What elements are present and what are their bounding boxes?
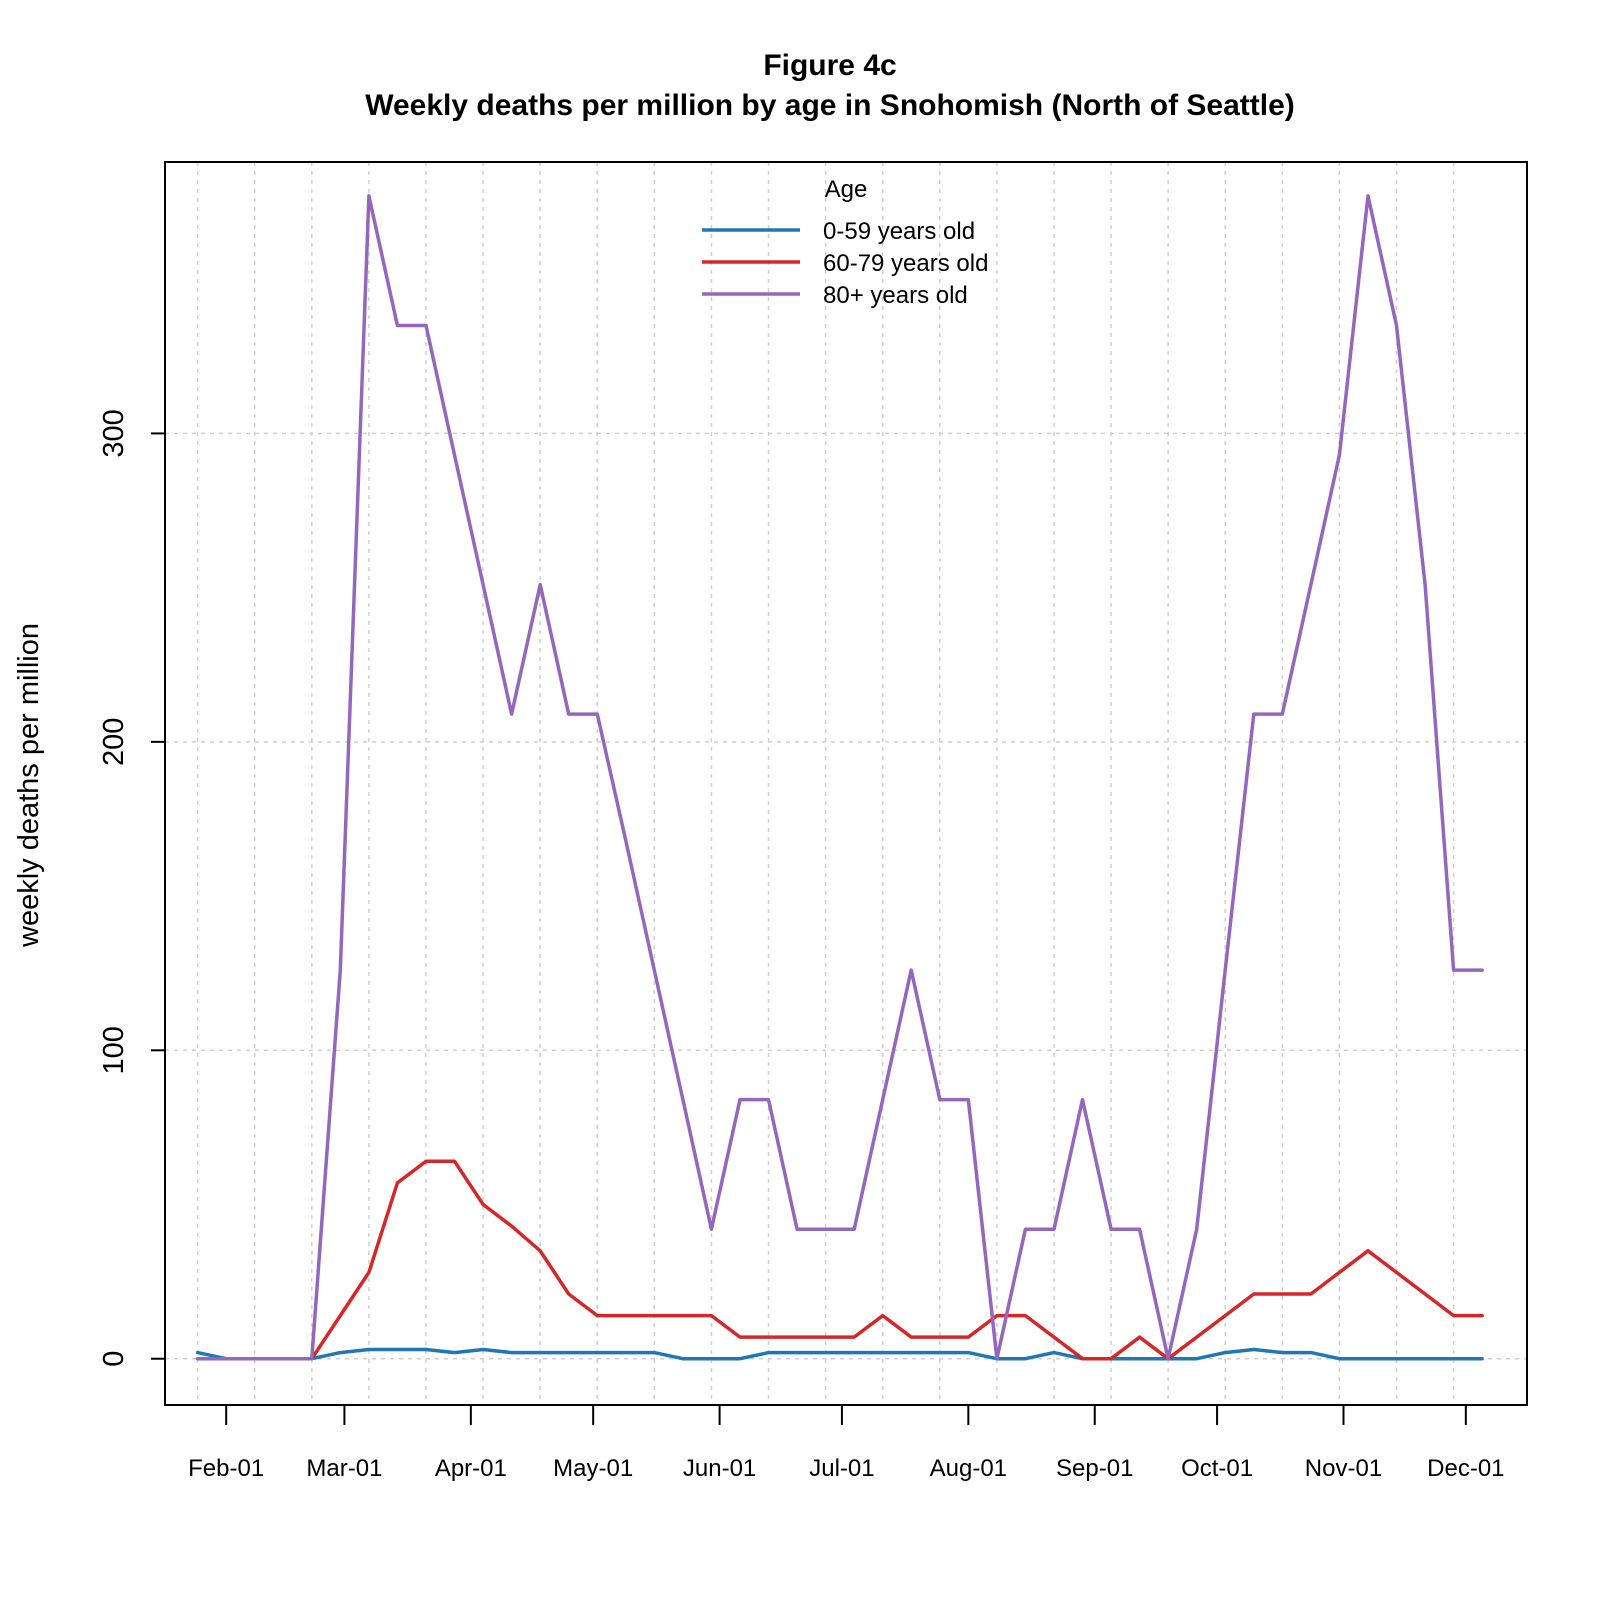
- x-tick-label: May-01: [553, 1455, 633, 1482]
- series-lines: [195, 194, 1484, 1361]
- y-tick-label: 0: [98, 1351, 130, 1367]
- legend-entry-label: 0-59 years old: [823, 218, 975, 245]
- legend-entry-label: 80+ years old: [823, 282, 968, 309]
- y-axis-label: weekly deaths per million: [13, 623, 45, 948]
- x-tick-label: Apr-01: [435, 1455, 507, 1482]
- x-tick-label: Mar-01: [306, 1455, 382, 1482]
- x-tick-label: Nov-01: [1305, 1455, 1382, 1482]
- x-tick-label: Oct-01: [1181, 1455, 1253, 1482]
- x-tick-label: Feb-01: [188, 1455, 264, 1482]
- series-line: [195, 1159, 1484, 1361]
- chart-title: Figure 4c: [763, 49, 896, 82]
- x-tick-label: Aug-01: [930, 1455, 1007, 1482]
- x-axis: Feb-01 Mar-01 Apr-01 May-01 Jun-01 Jul-01 Aug-…: [188, 1405, 1505, 1482]
- x-tick-label: Sep-01: [1056, 1455, 1133, 1482]
- grid: [165, 162, 1527, 1405]
- y-tick-label: 100: [98, 1026, 130, 1074]
- legend: Age 0-59 years old 60-79 years old 80+ yea…: [702, 176, 988, 309]
- series-line: [195, 1347, 1484, 1361]
- x-tick-label: Dec-01: [1427, 1455, 1504, 1482]
- x-tick-label: Jul-01: [809, 1455, 874, 1482]
- y-axis: 0 100 200 300: [98, 409, 165, 1367]
- plot-frame: [164, 161, 1528, 1406]
- series-line: [195, 194, 1484, 1361]
- y-tick-label: 300: [98, 409, 130, 457]
- chart-subtitle: Weekly deaths per million by age in Snoh…: [365, 89, 1295, 122]
- legend-title: Age: [825, 176, 868, 203]
- legend-entry-label: 60-79 years old: [823, 250, 988, 277]
- x-tick-label: Jun-01: [683, 1455, 756, 1482]
- y-tick-label: 200: [98, 718, 130, 766]
